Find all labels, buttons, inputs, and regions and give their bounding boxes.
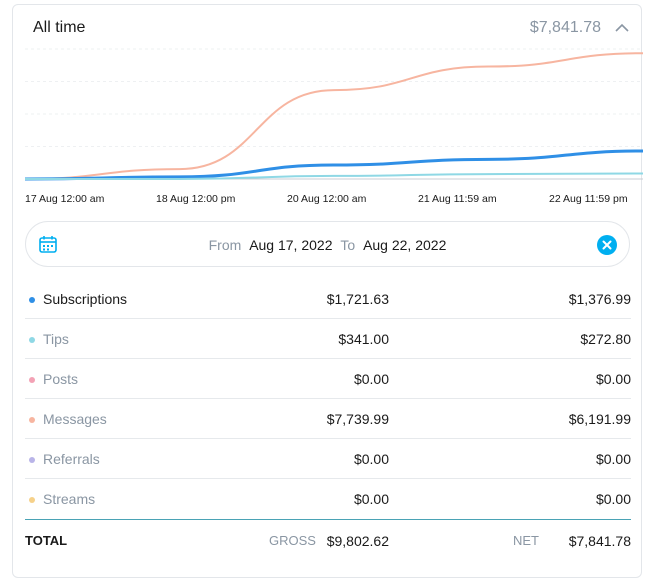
- total-label: TOTAL: [25, 533, 68, 548]
- category-row-tips[interactable]: Tips $341.00 $272.80: [25, 319, 631, 359]
- x-tick-label: 21 Aug 11:59 am: [418, 193, 497, 205]
- earnings-table: Subscriptions $1,721.63 $1,376.99 Tips $…: [25, 279, 631, 562]
- net-value: $0.00: [595, 491, 631, 507]
- tips-dot: [29, 337, 35, 343]
- gross-value: $0.00: [353, 491, 389, 507]
- total-gross-value: $9,802.62: [326, 533, 389, 549]
- earnings-line-chart: [25, 48, 643, 181]
- x-tick-label: 22 Aug 11:59 pm: [549, 193, 628, 205]
- category-label: Subscriptions: [43, 291, 128, 307]
- category-row-referrals[interactable]: Referrals $0.00 $0.00: [25, 439, 631, 479]
- category-row-subscriptions[interactable]: Subscriptions $1,721.63 $1,376.99: [25, 279, 631, 319]
- from-date: Aug 17, 2022: [249, 237, 333, 253]
- category-row-streams[interactable]: Streams $0.00 $0.00: [25, 479, 631, 519]
- from-label: From: [208, 237, 242, 253]
- date-range-picker[interactable]: From Aug 17, 2022 To Aug 22, 2022: [25, 221, 630, 267]
- category-label: Posts: [43, 371, 79, 387]
- streams-dot: [29, 497, 35, 503]
- to-label: To: [340, 237, 356, 253]
- card-header[interactable]: All time $7,841.78: [13, 5, 641, 49]
- posts-dot: [29, 377, 35, 383]
- net-value: $0.00: [595, 451, 631, 467]
- x-tick-label: 18 Aug 12:00 pm: [156, 193, 236, 205]
- gross-value: $341.00: [338, 331, 389, 347]
- series-line-subscriptions: [25, 149, 643, 181]
- date-range-text[interactable]: From Aug 17, 2022 To Aug 22, 2022: [26, 237, 629, 253]
- x-axis-labels: 17 Aug 12:00 am 18 Aug 12:00 pm 20 Aug 1…: [13, 193, 643, 209]
- category-row-posts[interactable]: Posts $0.00 $0.00: [25, 359, 631, 399]
- earnings-card: All time $7,841.78 17 Aug 12:00 am 18 Au…: [12, 4, 643, 578]
- total-net-value: $7,841.78: [568, 533, 631, 549]
- gross-label: GROSS: [269, 533, 316, 548]
- to-date: Aug 22, 2022: [363, 237, 447, 253]
- referrals-dot: [29, 457, 35, 463]
- net-value: $272.80: [580, 331, 631, 347]
- net-value: $6,191.99: [568, 411, 631, 427]
- subscriptions-dot: [29, 297, 35, 303]
- category-label: Messages: [43, 411, 107, 427]
- period-title: All time: [33, 19, 86, 36]
- category-label: Tips: [43, 331, 69, 347]
- category-row-messages[interactable]: Messages $7,739.99 $6,191.99: [25, 399, 631, 439]
- net-value: $1,376.99: [568, 291, 631, 307]
- chevron-up-icon[interactable]: [613, 19, 631, 37]
- messages-dot: [29, 417, 35, 423]
- gross-value: $0.00: [353, 371, 389, 387]
- x-tick-label: 17 Aug 12:00 am: [25, 193, 105, 205]
- category-label: Referrals: [43, 451, 100, 467]
- category-label: Streams: [43, 491, 96, 507]
- series-line-messages: [25, 52, 643, 180]
- gross-value: $1,721.63: [326, 291, 389, 307]
- total-row: TOTAL GROSS $9,802.62 NET $7,841.78: [25, 519, 631, 562]
- gross-value: $7,739.99: [326, 411, 389, 427]
- gross-value: $0.00: [353, 451, 389, 467]
- x-tick-label: 20 Aug 12:00 am: [287, 193, 367, 205]
- calendar-icon[interactable]: [38, 234, 58, 254]
- net-value: $0.00: [595, 371, 631, 387]
- net-label: NET: [513, 533, 539, 548]
- period-total: $7,841.78: [529, 19, 601, 36]
- series-line-tips: [25, 172, 643, 180]
- clear-date-icon[interactable]: [597, 235, 617, 255]
